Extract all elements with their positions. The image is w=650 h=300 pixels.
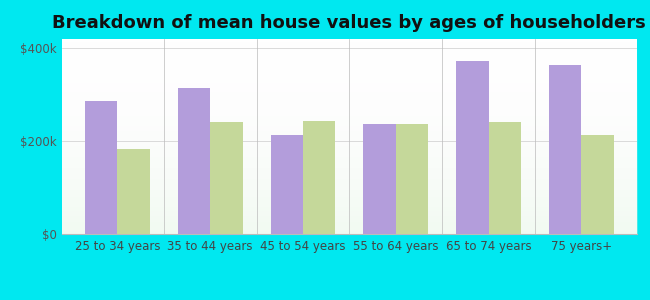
Bar (396, 124, 428, 234)
Bar (210, 122, 242, 234)
Bar (270, 135, 303, 234)
Bar (118, 149, 150, 234)
Bar (549, 64, 581, 234)
Bar (177, 88, 210, 234)
Bar (456, 61, 489, 234)
Title: Breakdown of mean house values by ages of householders: Breakdown of mean house values by ages o… (53, 14, 646, 32)
Bar (85, 101, 118, 234)
Bar (489, 122, 521, 234)
Bar (363, 124, 396, 234)
Bar (303, 121, 335, 234)
Bar (581, 135, 614, 234)
